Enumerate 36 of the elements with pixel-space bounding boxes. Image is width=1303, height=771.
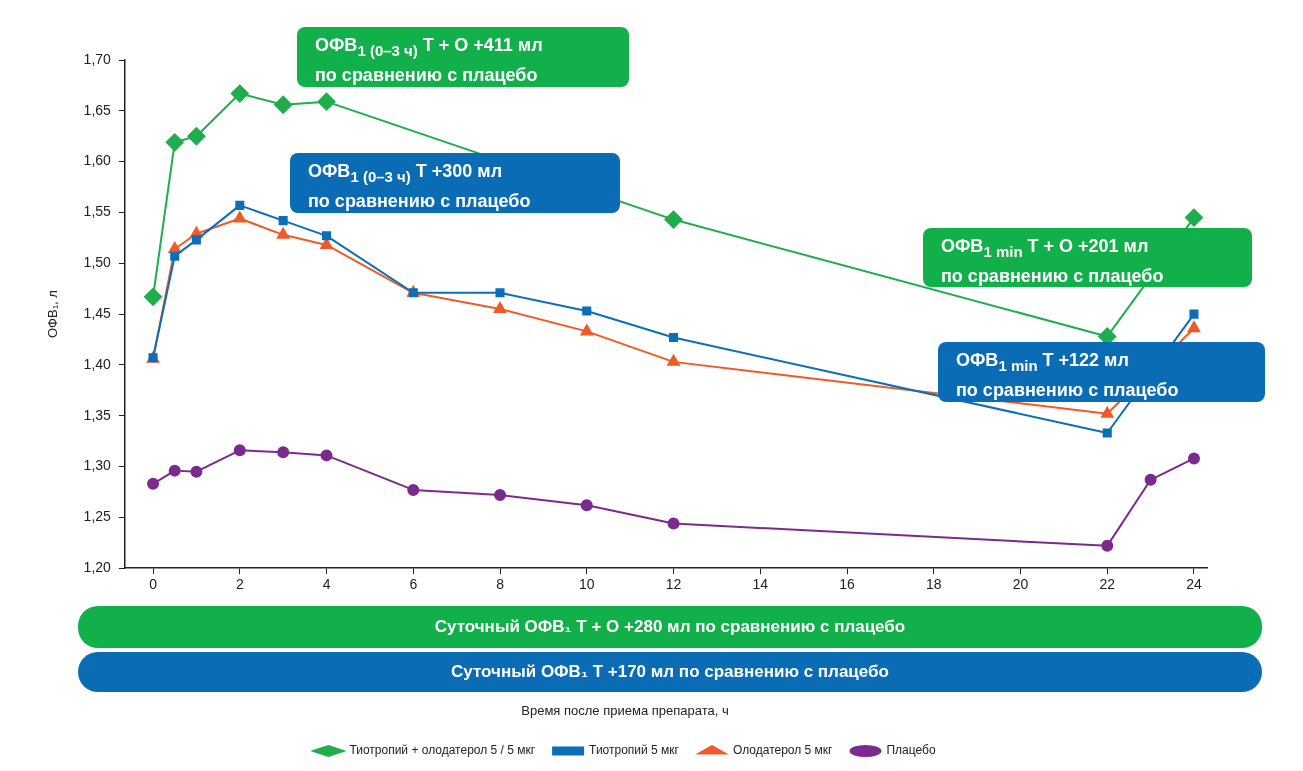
legend-label: Олодатерол 5 мкг [732,743,834,758]
y-tick-label: 1,50 [83,254,112,271]
y-axis-title: ОФВ₁, л [45,290,61,339]
legend-label: Тиотропий 5 мкг [589,743,680,758]
x-tick-label: 24 [1186,576,1202,593]
y-tick-label: 1,65 [83,101,112,118]
y-tick-label: 1,55 [83,203,112,220]
x-tick-label: 12 [665,576,682,593]
y-tick-label: 1,40 [83,355,112,372]
x-tick-label: 2 [235,576,244,593]
callout-box: ОФВ$_{1 min}$ T +122 мл по сравнению с плацебо [938,342,1265,402]
x-tick-label: 16 [839,576,855,593]
x-tick-label: 14 [752,576,769,593]
x-tick-label: 10 [578,576,595,593]
y-tick-label: 1,45 [83,304,112,321]
callout-box: Суточный ОФВ₁ T +170 мл по сравнению с плацебо [78,652,1262,692]
legend-label: Тиотропий + олодатерол 5 / 5 мкг [349,743,536,758]
x-tick-label: 4 [322,576,331,593]
y-tick-label: 1,20 [83,559,112,576]
y-tick-label: 1,30 [83,457,112,474]
x-tick-label: 8 [496,576,505,593]
y-tick-label: 1,70 [83,50,112,67]
callout-box: Суточный ОФВ₁ T + O +280 мл по сравнению с плацебо [78,606,1262,648]
y-tick-label: 1,35 [83,406,112,423]
callout-box: ОФВ$_{1 (0–3 ч)}$ T + O +411 мл по сравнению с плацебо [297,27,629,87]
y-tick-label: 1,25 [83,508,112,525]
x-tick-label: 0 [149,576,158,593]
x-tick-label: 18 [925,576,942,593]
y-tick-label: 1,60 [83,152,112,169]
legend-label: Плацебо [886,743,936,758]
callout-box: ОФВ$_{1 min}$ T + O +201 мл по сравнению с плацебо [923,228,1252,287]
text: Время после приема препарата, ч [520,703,730,718]
x-tick-label: 22 [1099,576,1116,593]
x-tick-label: 6 [409,576,418,593]
x-tick-label: 20 [1012,576,1029,593]
callout-box: ОФВ$_{1 (0–3 ч)}$ T +300 мл по сравнению с плацебо [290,153,620,213]
